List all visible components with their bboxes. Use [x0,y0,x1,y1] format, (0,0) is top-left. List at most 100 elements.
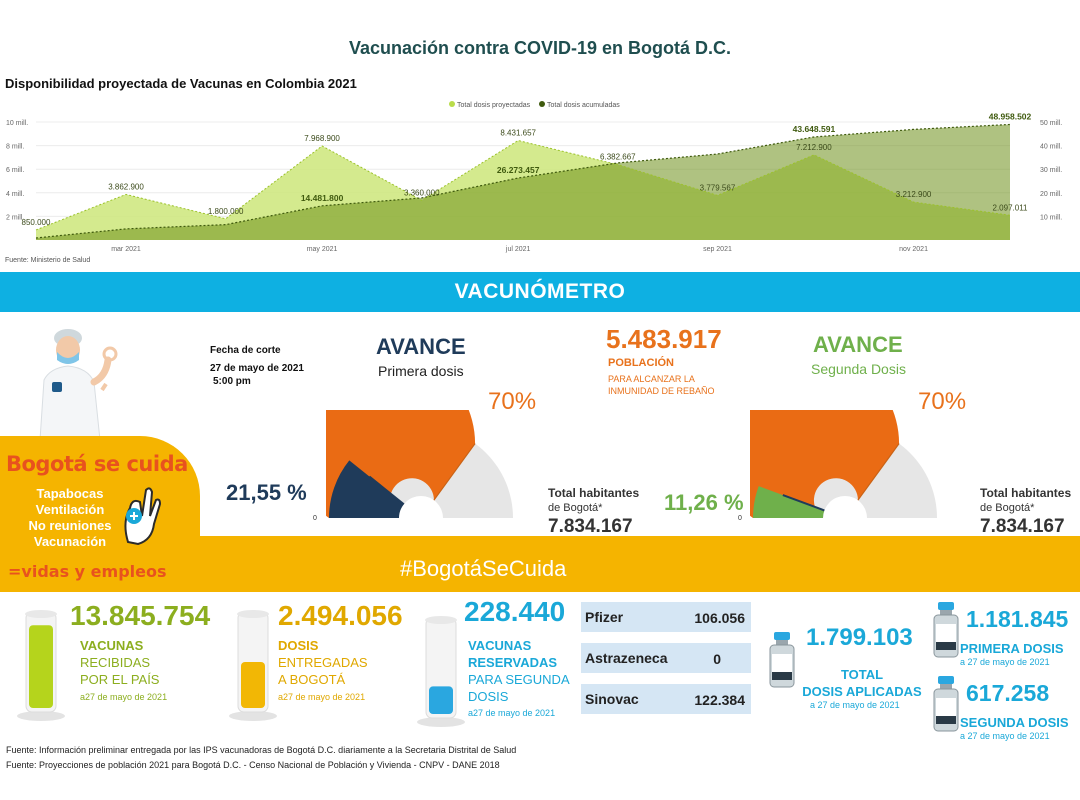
gauge1-value-label: 21,55 % [226,480,307,505]
reservadas-date: a27 de mayo de 2021 [468,708,556,718]
chart-data-label: 14.481.800 [301,193,344,203]
vaccine-name: Astrazeneca [585,650,668,666]
entregadas-date: a27 de mayo de 2021 [278,692,366,702]
vaccine-value: 122.384 [694,692,745,708]
chart-data-label: 7.212.900 [796,143,832,152]
chart-data-label: 3.779.567 [700,183,736,192]
footer-source-2: Fuente: Proyecciones de población 2021 p… [6,760,500,770]
chart-legend-marker [539,101,545,107]
nurse-illustration [39,329,118,440]
recibidas-value: 13.845.754 [70,600,211,631]
chart-data-label: 3.360.000 [404,188,440,197]
chart-y-right-tick: 20 mill. [1040,191,1062,198]
cuida-list: Tapabocas Ventilación No reuniones Vacun… [10,486,130,550]
segunda-dosis-value: 617.258 [966,680,1050,706]
chart-y-left-tick: 4 mill. [6,191,24,198]
poblacion-label: POBLACIÓN [608,357,674,369]
bogota-se-cuida-panel [0,436,200,588]
chart-y-right-tick: 30 mill. [1040,167,1062,174]
cut-date-label: Fecha de corte [210,345,281,356]
tube-icon [17,610,65,721]
gauge2-hab-label: Total habitantes [980,486,1072,500]
chart-data-label: 1.800.000 [208,207,244,216]
chart-title: Disponibilidad proyectada de Vacunas en … [5,76,357,91]
chart-y-right-tick: 50 mill. [1040,120,1062,127]
vidas-empleos-text: =vidas y empleos [8,562,167,581]
gauge2 [750,410,937,518]
vaccine-row-sinovac: Sinovac 122.384 [581,684,751,714]
vaccine-name: Pfizer [585,609,624,625]
hashtag-text: #BogotáSeCuida [400,556,567,581]
gauge2-hab-sub: de Bogotá* [980,502,1035,514]
reservadas-value: 228.440 [464,596,566,627]
entregadas-l3: A BOGOTÁ [278,672,346,687]
gauge1-hab-label: Total habitantes [548,486,640,500]
chart-series-area-accumulated [36,124,1010,240]
segunda-dosis-date: a 27 de mayo de 2021 [960,731,1050,741]
total-aplicadas-l1: TOTAL [840,667,884,682]
gauge1-hab-sub: de Bogotá* [548,502,603,514]
total-aplicadas-date: a 27 de mayo de 2021 [810,700,900,710]
poblacion-value: 5.483.917 [606,324,722,354]
recibidas-date: a27 de mayo de 2021 [80,692,168,702]
chart-data-label: 3.212.900 [896,190,932,199]
recibidas-l2: RECIBIDAS [80,655,151,670]
chart-y-right-tick: 40 mill. [1040,144,1062,151]
recibidas-l1: VACUNAS [80,638,144,653]
cut-date: Fecha de corte 27 de mayo de 2021 5:00 p… [210,344,304,388]
chart-data-label: 2.097.011 [993,203,1029,212]
vaccine-row-pfizer: Pfizer 106.056 [581,602,751,632]
reservadas-labels: VACUNAS RESERVADAS PARA SEGUNDA DOSIS a2… [468,637,570,718]
chart-x-tick: jul 2021 [505,246,531,253]
cuida-item: Tapabocas [36,486,104,501]
chart-y-left-tick: 10 mill. [6,120,28,127]
poblacion-sub: PARA ALCANZAR LA INMUNIDAD DE REBAÑO [608,373,715,397]
cuida-item: Vacunación [33,534,107,549]
reservadas-l2: RESERVADAS [468,655,558,670]
page-title: Vacunación contra COVID-19 en Bogotá D.C… [348,38,732,58]
chart-data-label: 850.000 [22,218,51,227]
gauge1-hab-value: 7.834.167 [548,516,633,537]
chart-x-tick: mar 2021 [111,246,141,253]
gauge1-zero: 0 [313,515,317,522]
cut-date-time: 5:00 pm [213,376,251,387]
chart-x-tick: nov 2021 [899,246,928,253]
chart-x-tick: sep 2021 [703,246,732,253]
segunda-dosis-label: SEGUNDA DOSIS [960,715,1069,730]
vaccine-value: 106.056 [694,610,745,626]
chart-legend-marker [449,101,455,107]
gauge2-target-label: 70% [918,388,967,415]
total-aplicadas-l2: DOSIS APLICADAS [802,684,922,699]
tube-icon [417,616,465,727]
gauge2-zero: 0 [738,515,742,522]
chart-legend-entry: Total dosis acumuladas [547,102,620,109]
recibidas-labels: VACUNAS RECIBIDAS POR EL PAÍS a27 de may… [80,637,167,702]
gauge1-subtitle: Primera dosis [378,363,464,379]
vaccine-value: 0 [713,651,721,667]
gauge1 [326,410,513,518]
gauge2-value-label: 11,26 % [664,490,744,515]
vaccine-vial-icon [933,602,959,658]
total-aplicadas-labels: TOTAL DOSIS APLICADAS [800,666,924,700]
reservadas-l4: DOSIS [468,689,509,704]
reservadas-l1: VACUNAS [468,638,532,653]
chart-data-label: 6.382.667 [600,153,636,162]
chart-series-line-accumulated [35,123,1011,239]
poblacion-sub-1: PARA ALCANZAR LA [608,374,695,384]
recibidas-l3: POR EL PAÍS [80,672,160,687]
chart-y-left-tick: 2 mill. [6,214,24,221]
entregadas-l1: DOSIS [278,638,319,653]
chart-y-right-tick: 10 mill. [1040,214,1062,221]
chart-legend-entry: Total dosis proyectadas [457,102,531,109]
vacunometro-banner: VACUNÓMETRO [0,272,1080,312]
chart-data-label: 8.431.657 [500,129,536,138]
entregadas-value: 2.494.056 [278,600,403,631]
primera-dosis-value: 1.181.845 [966,606,1069,632]
gauge2-title: AVANCE [813,332,903,357]
chart-data-label: 3.862.900 [108,182,144,191]
gauge2-hab-value: 7.834.167 [980,516,1065,537]
poblacion-sub-2: INMUNIDAD DE REBAÑO [608,386,715,396]
chart-data-label: 48.958.502 [989,111,1032,121]
cuida-item: Ventilación [35,502,105,517]
vaccine-availability-chart: 2 mill. 4 mill. 6 mill. 8 mill. 10 mill. 10 m… [6,101,1062,253]
